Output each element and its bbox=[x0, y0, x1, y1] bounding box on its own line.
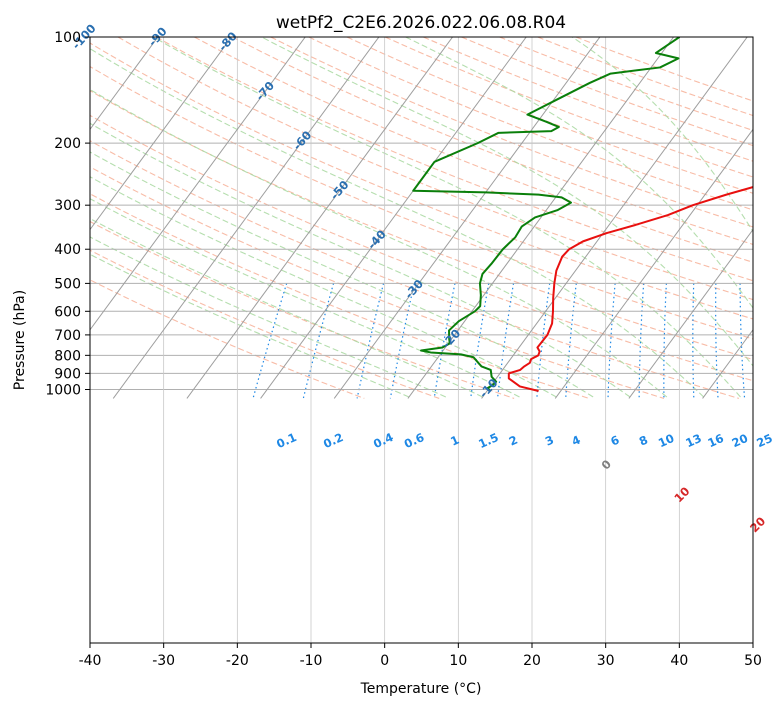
y-tick-label: 400 bbox=[54, 242, 81, 258]
isotherm-line bbox=[90, 37, 233, 231]
x-tick-label: -40 bbox=[79, 653, 102, 669]
mixing-ratio-line bbox=[663, 283, 667, 399]
mixing-ratio-line bbox=[356, 283, 385, 399]
mixing-ratio-lines bbox=[252, 283, 746, 399]
isotherm-line bbox=[90, 37, 159, 131]
x-tick-label: -20 bbox=[226, 653, 249, 669]
moist-adiabat-line bbox=[90, 151, 594, 398]
mixing-ratio-line bbox=[565, 283, 577, 399]
moist-adiabat-line bbox=[90, 88, 668, 398]
grid-lines bbox=[90, 37, 753, 643]
dry-adiabat-line bbox=[90, 65, 753, 340]
moist-adiabat-line bbox=[90, 176, 557, 398]
moist-adiabat-line bbox=[261, 37, 753, 367]
moist-adiabat-line bbox=[153, 37, 741, 398]
y-tick-label: 500 bbox=[54, 276, 81, 292]
in-plot-labels: -100 -90 -80-70-60-50-40-30-20-100.1 0.2 0.4… bbox=[69, 21, 775, 535]
mixing-ratio-line bbox=[739, 283, 746, 399]
x-tick-label: -10 bbox=[300, 653, 323, 669]
isotherm-line bbox=[90, 37, 306, 331]
x-tick-label: 0 bbox=[380, 653, 389, 669]
plot-area bbox=[90, 37, 753, 643]
mixing-ratio-label: 25 bbox=[754, 431, 774, 450]
y-tick-label: 100 bbox=[54, 30, 81, 46]
y-tick-label: 600 bbox=[54, 304, 81, 320]
y-tick-label: 800 bbox=[54, 348, 81, 364]
isotherm-line bbox=[554, 128, 753, 399]
y-axis-label: Pressure (hPa) bbox=[12, 290, 28, 390]
isotherm-line bbox=[186, 37, 454, 399]
moist-adiabat-line bbox=[90, 253, 410, 398]
isotherm-line bbox=[481, 37, 748, 399]
x-tick-label: 20 bbox=[523, 653, 541, 669]
mixing-ratio-line bbox=[607, 283, 616, 399]
x-tick-label: -30 bbox=[152, 653, 175, 669]
chart-title: wetPf2_C2E6.2026.022.06.08.R04 bbox=[276, 13, 566, 33]
mixing-ratio-line bbox=[536, 283, 551, 399]
moist-adiabats bbox=[90, 37, 753, 398]
isotherm-line bbox=[702, 328, 753, 399]
x-axis-label: Temperature (°C) bbox=[360, 681, 482, 697]
dry-adiabat-line bbox=[232, 37, 753, 245]
y-tick-label: 900 bbox=[54, 366, 81, 382]
moist-adiabat-line bbox=[90, 198, 520, 398]
x-tick-label: 50 bbox=[744, 653, 762, 669]
dry-adiabat-line bbox=[90, 90, 753, 361]
mixing-ratio-line bbox=[638, 283, 645, 399]
y-tick-label: 200 bbox=[54, 136, 81, 152]
dry-adiabat-line bbox=[90, 42, 753, 320]
moist-adiabat-line bbox=[90, 122, 631, 398]
moist-adiabat-line bbox=[405, 37, 753, 309]
mixing-ratio-label: 16 bbox=[705, 431, 725, 450]
y-tick-label: 300 bbox=[54, 198, 81, 214]
plot-frame bbox=[89, 36, 754, 644]
profile-series bbox=[412, 37, 753, 392]
mixing-ratio-label: 10 bbox=[656, 431, 676, 450]
temperature-line bbox=[507, 186, 753, 392]
isotherm-line bbox=[260, 37, 527, 399]
dry-adiabat-line bbox=[90, 220, 515, 399]
dry-adiabat-line bbox=[117, 37, 753, 301]
x-tick-label: 10 bbox=[449, 653, 467, 669]
isotherm-line bbox=[333, 37, 601, 399]
x-tick-label: 40 bbox=[670, 653, 688, 669]
dry-adiabat-line bbox=[270, 37, 753, 228]
mixing-ratio-label: 13 bbox=[683, 431, 703, 450]
dewpoint-line bbox=[412, 37, 681, 392]
isotherm-line bbox=[112, 37, 380, 399]
mixing-ratio-line bbox=[496, 283, 515, 399]
mixing-ratio-line bbox=[692, 283, 695, 399]
axes: -40 -30 -20 -10 0 10 20 30 40 50 100 200 300 400 500 60… bbox=[45, 30, 762, 669]
x-tick-label: 30 bbox=[597, 653, 615, 669]
mixing-ratio-line bbox=[715, 283, 719, 399]
isotherm-line bbox=[628, 228, 753, 399]
mixing-ratio-line bbox=[252, 283, 288, 399]
dry-adiabat-line bbox=[155, 37, 753, 282]
y-tick-label: 700 bbox=[54, 328, 81, 344]
dry-adiabat-line bbox=[308, 37, 753, 211]
mixing-ratio-label: 20 bbox=[730, 431, 750, 450]
moist-adiabat-line bbox=[90, 48, 705, 398]
y-tick-label: 1000 bbox=[45, 383, 81, 399]
